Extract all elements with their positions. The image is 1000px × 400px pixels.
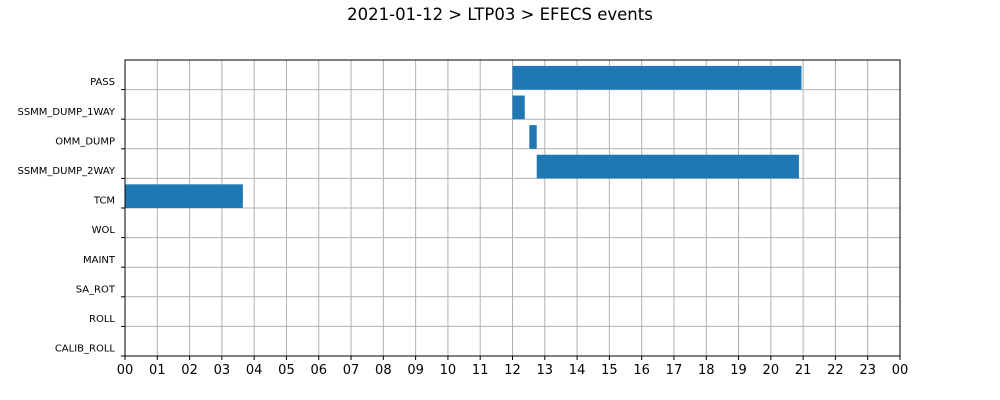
x-tick-label: 22 [827, 363, 844, 378]
x-tick-label: 07 [343, 363, 360, 378]
x-tick-label: 13 [537, 363, 554, 378]
bar-omm-dump [529, 125, 537, 149]
axes-frame [124, 59, 901, 357]
bar-ssmm-dump-2way [536, 154, 799, 179]
x-tick-label: 21 [795, 363, 812, 378]
x-tick-label: 19 [730, 363, 747, 378]
bar-pass [512, 65, 802, 90]
x-tick-label: 08 [375, 363, 392, 378]
bar-tcm [125, 184, 243, 208]
y-tick-label: TCM [93, 196, 115, 207]
y-tick-label: SA_ROT [76, 284, 116, 295]
y-tick-label: SSMM_DUMP_1WAY [17, 107, 115, 118]
x-tick-label: 15 [601, 363, 618, 378]
x-tick-label: 18 [698, 363, 715, 378]
x-tick-label: 06 [310, 363, 327, 378]
x-tick-label: 05 [278, 363, 295, 378]
x-tick-label: 11 [472, 363, 489, 378]
y-tick-label: WOL [92, 225, 116, 236]
y-tick-label: MAINT [83, 255, 116, 266]
x-tick-label: 00 [892, 363, 909, 378]
x-tick-label: 09 [407, 363, 424, 378]
x-tick-label: 00 [117, 363, 134, 378]
x-tick-label: 17 [666, 363, 683, 378]
y-tick-label: SSMM_DUMP_2WAY [17, 166, 115, 177]
x-tick-label: 10 [440, 363, 457, 378]
x-tick-label: 12 [504, 363, 521, 378]
y-tick-label: PASS [90, 77, 115, 88]
x-tick-label: 02 [181, 363, 198, 378]
x-tick-label: 01 [149, 363, 166, 378]
bar-ssmm-dump-1way [512, 95, 525, 120]
x-tick-label: 16 [633, 363, 650, 378]
x-tick-label: 03 [214, 363, 231, 378]
x-tick-label: 23 [859, 363, 876, 378]
chart-title: 2021-01-12 > LTP03 > EFECS events [347, 5, 653, 24]
x-tick-label: 04 [246, 363, 263, 378]
y-tick-label: OMM_DUMP [55, 136, 115, 147]
y-tick-label: ROLL [89, 314, 115, 325]
x-tick-label: 20 [763, 363, 780, 378]
x-tick-label: 14 [569, 363, 586, 378]
y-tick-label: CALIB_ROLL [55, 344, 116, 355]
